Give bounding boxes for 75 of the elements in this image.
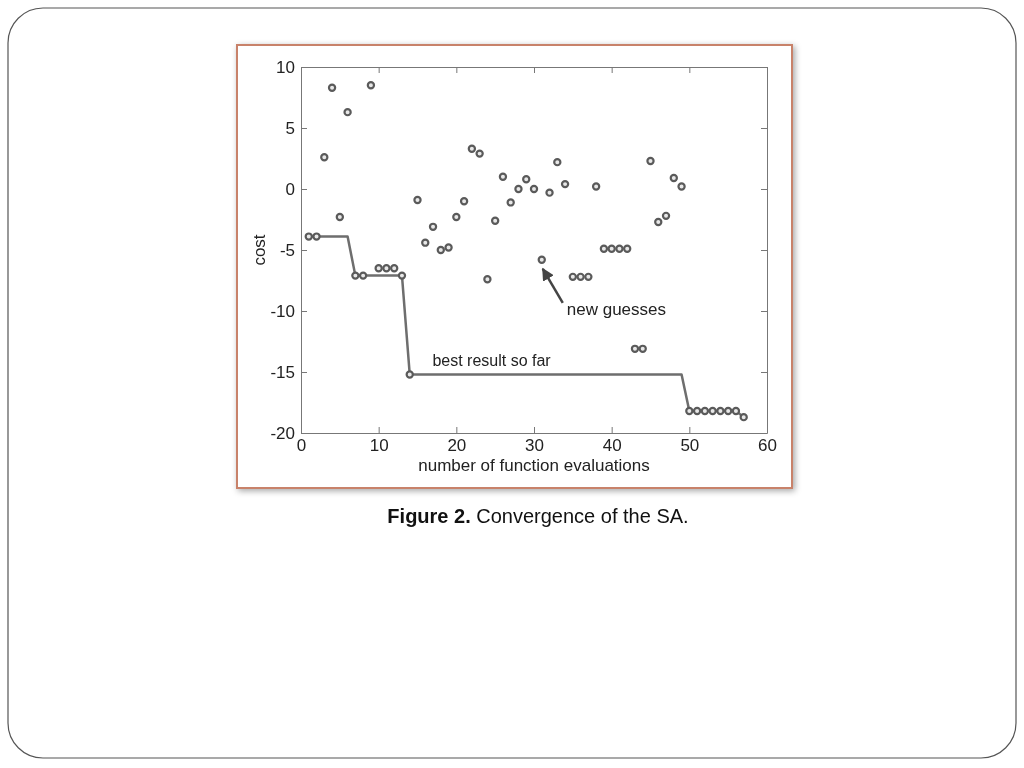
point [716, 406, 725, 416]
point [692, 406, 702, 416]
y-tick-label: -10 [270, 301, 295, 321]
point [576, 272, 585, 282]
point [452, 212, 461, 222]
point [459, 197, 469, 206]
point [374, 264, 383, 273]
point [467, 144, 477, 153]
point [584, 272, 593, 282]
point [506, 198, 515, 207]
point [514, 184, 523, 194]
point [553, 157, 562, 167]
point [537, 255, 546, 264]
point [413, 195, 422, 205]
point [351, 271, 360, 280]
point [700, 406, 710, 416]
point [312, 232, 321, 241]
point [739, 412, 748, 422]
point [475, 149, 484, 158]
y-tick-label: -5 [279, 240, 295, 260]
point [545, 188, 554, 197]
point [591, 182, 601, 191]
point [654, 217, 663, 227]
point [599, 244, 609, 253]
point [661, 211, 671, 221]
y-tick-label: 5 [285, 118, 295, 138]
point [358, 271, 368, 280]
point [444, 243, 453, 252]
point [708, 406, 717, 416]
point [483, 275, 492, 284]
point [669, 173, 678, 183]
x-tick-label: 30 [525, 436, 544, 456]
point [568, 272, 578, 282]
point [630, 344, 640, 353]
point [405, 370, 414, 379]
y-tick-label: -20 [270, 423, 295, 443]
y-tick-label: 0 [285, 179, 295, 199]
y-tick-label: 10 [276, 57, 295, 77]
point [343, 107, 352, 117]
point [335, 212, 345, 222]
point [390, 264, 399, 273]
caption: Figure 2. Convergence of the SA. [387, 505, 689, 527]
x-tick-label: 40 [602, 436, 622, 456]
point [615, 244, 624, 253]
point [723, 406, 733, 416]
annotation: best result so far [432, 352, 552, 370]
x-tick-label: 60 [758, 436, 777, 456]
y-tick-label: -15 [270, 362, 295, 382]
point [436, 245, 445, 255]
point [623, 244, 632, 253]
x-tick-label: 50 [680, 436, 700, 456]
point [638, 344, 647, 353]
point [560, 179, 570, 189]
point [421, 238, 430, 247]
point [366, 81, 376, 90]
x-tick-label: 20 [447, 436, 467, 456]
point [522, 175, 531, 184]
x-axis-title: number of function evaluations [418, 456, 650, 475]
annotation: new guesses [566, 299, 666, 319]
point [304, 232, 313, 241]
point [731, 406, 741, 416]
y-axis-title: cost [250, 234, 269, 266]
point [490, 216, 500, 225]
point [397, 271, 407, 280]
point [498, 172, 508, 181]
point [646, 156, 655, 166]
point [685, 406, 694, 416]
point [607, 244, 616, 253]
point [382, 264, 391, 273]
point [677, 182, 686, 191]
point [320, 153, 329, 162]
x-tick-label: 10 [369, 436, 389, 456]
point [529, 184, 539, 194]
point [428, 222, 438, 231]
point [327, 83, 337, 92]
